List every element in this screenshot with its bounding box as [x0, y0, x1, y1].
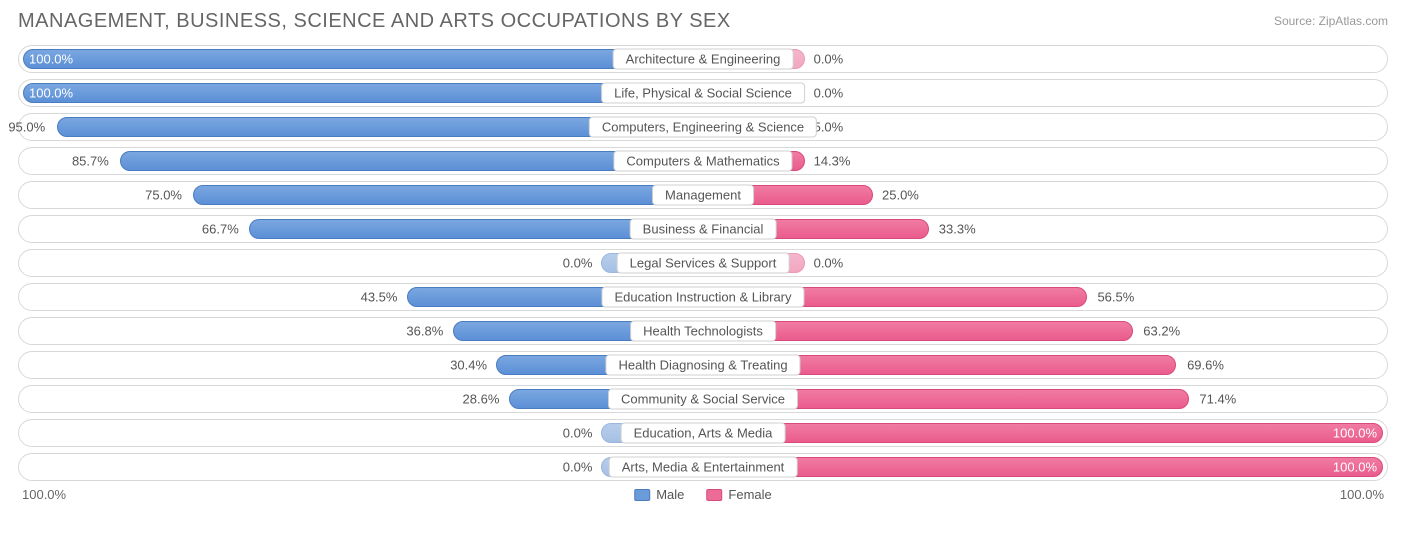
- category-label: Architecture & Engineering: [613, 49, 794, 70]
- chart-row: 100.0% 0.0% Life, Physical & Social Scienc…: [18, 79, 1388, 107]
- category-label: Health Technologists: [630, 321, 776, 342]
- chart-header: MANAGEMENT, BUSINESS, SCIENCE AND ARTS O…: [18, 10, 1388, 33]
- category-label: Health Diagnosing & Treating: [605, 355, 800, 376]
- female-pct-label: 56.5%: [1097, 290, 1134, 305]
- chart-row: 0.0% 100.0% Arts, Media & Entertainment: [18, 453, 1388, 481]
- female-pct-label: 0.0%: [814, 52, 844, 67]
- male-pct-label: 28.6%: [463, 392, 500, 407]
- male-pct-label: 43.5%: [361, 290, 398, 305]
- category-label: Legal Services & Support: [617, 253, 790, 274]
- chart-title: MANAGEMENT, BUSINESS, SCIENCE AND ARTS O…: [18, 10, 731, 33]
- chart-row: 43.5% 56.5% Education Instruction & Librar…: [18, 283, 1388, 311]
- chart-row: 95.0%5.0%Computers, Engineering & Scienc…: [18, 113, 1388, 141]
- female-bar: [703, 423, 1383, 443]
- category-label: Arts, Media & Entertainment: [609, 457, 798, 478]
- male-pct-label: 75.0%: [145, 188, 182, 203]
- category-label: Education, Arts & Media: [621, 423, 786, 444]
- chart-row: 0.0% 0.0% Legal Services & Support: [18, 249, 1388, 277]
- chart-row: 0.0% 100.0% Education, Arts & Media: [18, 419, 1388, 447]
- legend-female-label: Female: [728, 487, 771, 502]
- legend-male: Male: [634, 487, 684, 502]
- category-label: Education Instruction & Library: [601, 287, 804, 308]
- chart-row: 85.7% 14.3% Computers & Mathematics: [18, 147, 1388, 175]
- axis-right-label: 100.0%: [1340, 487, 1384, 502]
- female-pct-label: 5.0%: [814, 120, 844, 135]
- male-pct-label: 85.7%: [72, 154, 109, 169]
- legend-male-label: Male: [656, 487, 684, 502]
- female-pct-label: 100.0%: [1333, 426, 1377, 441]
- chart-row: 75.0% 25.0% Management: [18, 181, 1388, 209]
- category-label: Computers, Engineering & Science: [589, 117, 817, 138]
- chart-row: 100.0% 0.0% Architecture & Engineering: [18, 45, 1388, 73]
- female-pct-label: 14.3%: [814, 154, 851, 169]
- female-pct-label: 25.0%: [882, 188, 919, 203]
- axis-left-label: 100.0%: [22, 487, 66, 502]
- legend: Male Female: [634, 487, 772, 502]
- source-label: Source:: [1274, 14, 1315, 28]
- male-pct-label: 0.0%: [563, 460, 593, 475]
- chart-row: 30.4% 69.6% Health Diagnosing & Treating: [18, 351, 1388, 379]
- female-pct-label: 0.0%: [814, 256, 844, 271]
- male-pct-label: 95.0%: [8, 120, 45, 135]
- male-pct-label: 0.0%: [563, 256, 593, 271]
- chart-row: 66.7% 33.3% Business & Financial: [18, 215, 1388, 243]
- male-bar: [23, 49, 703, 69]
- female-pct-label: 100.0%: [1333, 460, 1377, 475]
- axis-labels: 100.0% Male Female 100.0%: [18, 487, 1388, 502]
- legend-female: Female: [706, 487, 771, 502]
- male-pct-label: 66.7%: [202, 222, 239, 237]
- male-pct-label: 0.0%: [563, 426, 593, 441]
- male-bar: [193, 185, 703, 205]
- male-swatch-icon: [634, 489, 650, 501]
- female-pct-label: 63.2%: [1143, 324, 1180, 339]
- category-label: Community & Social Service: [608, 389, 798, 410]
- male-pct-label: 30.4%: [450, 358, 487, 373]
- chart-row: 28.6% 71.4% Community & Social Service: [18, 385, 1388, 413]
- female-pct-label: 69.6%: [1187, 358, 1224, 373]
- source-name: ZipAtlas.com: [1319, 14, 1388, 28]
- category-label: Life, Physical & Social Science: [601, 83, 805, 104]
- category-label: Business & Financial: [630, 219, 777, 240]
- chart-row: 36.8% 63.2% Health Technologists: [18, 317, 1388, 345]
- category-label: Computers & Mathematics: [613, 151, 792, 172]
- female-pct-label: 33.3%: [939, 222, 976, 237]
- male-pct-label: 36.8%: [406, 324, 443, 339]
- male-pct-label: 100.0%: [29, 52, 73, 67]
- female-pct-label: 0.0%: [814, 86, 844, 101]
- female-swatch-icon: [706, 489, 722, 501]
- male-pct-label: 100.0%: [29, 86, 73, 101]
- diverging-bar-chart: 100.0%0.0%Architecture & Engineering100.…: [18, 45, 1388, 481]
- category-label: Management: [652, 185, 754, 206]
- source-attribution: Source: ZipAtlas.com: [1274, 10, 1388, 28]
- female-bar: [703, 457, 1383, 477]
- female-pct-label: 71.4%: [1199, 392, 1236, 407]
